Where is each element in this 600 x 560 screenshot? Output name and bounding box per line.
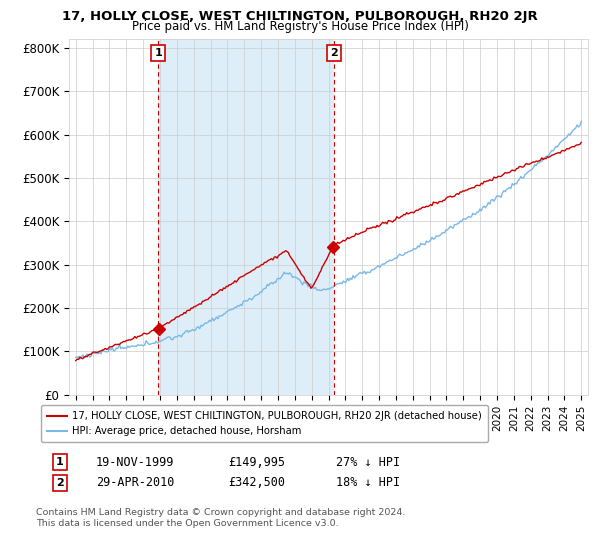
Text: 1: 1 xyxy=(56,457,64,467)
Text: 2: 2 xyxy=(330,48,338,58)
Text: 1: 1 xyxy=(154,48,162,58)
Legend: 17, HOLLY CLOSE, WEST CHILTINGTON, PULBOROUGH, RH20 2JR (detached house), HPI: A: 17, HOLLY CLOSE, WEST CHILTINGTON, PULBO… xyxy=(41,405,488,442)
Text: Price paid vs. HM Land Registry's House Price Index (HPI): Price paid vs. HM Land Registry's House … xyxy=(131,20,469,33)
Text: 2: 2 xyxy=(56,478,64,488)
Text: 18% ↓ HPI: 18% ↓ HPI xyxy=(336,476,400,489)
Text: Contains HM Land Registry data © Crown copyright and database right 2024.
This d: Contains HM Land Registry data © Crown c… xyxy=(36,508,406,528)
Text: 27% ↓ HPI: 27% ↓ HPI xyxy=(336,455,400,469)
Text: £149,995: £149,995 xyxy=(228,455,285,469)
Text: 19-NOV-1999: 19-NOV-1999 xyxy=(96,455,175,469)
Text: £342,500: £342,500 xyxy=(228,476,285,489)
Text: 17, HOLLY CLOSE, WEST CHILTINGTON, PULBOROUGH, RH20 2JR: 17, HOLLY CLOSE, WEST CHILTINGTON, PULBO… xyxy=(62,10,538,23)
Bar xyxy=(158,39,334,395)
Text: 29-APR-2010: 29-APR-2010 xyxy=(96,476,175,489)
